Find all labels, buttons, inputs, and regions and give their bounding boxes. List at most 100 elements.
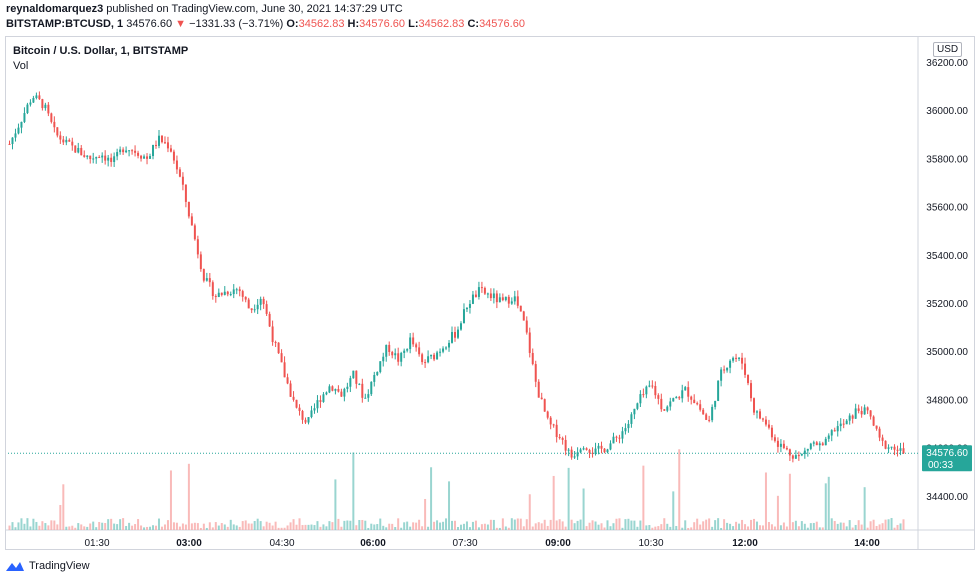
low-label: L:: [408, 18, 419, 30]
candle-body: [507, 296, 510, 304]
candle-body: [361, 383, 364, 398]
volume-bar: [193, 522, 196, 530]
volume-bar: [298, 518, 301, 530]
volume-bar: [436, 520, 439, 530]
volume-bar: [92, 521, 95, 530]
candle-body: [747, 374, 750, 384]
candle-body: [328, 386, 331, 393]
candle-body: [549, 417, 552, 425]
candle-body: [714, 400, 717, 407]
candle-body: [770, 427, 773, 438]
footer-brand[interactable]: TradingView: [5, 560, 90, 572]
candle-body: [107, 157, 110, 161]
volume-bar: [202, 523, 205, 530]
candle-body: [836, 426, 839, 432]
candle-body: [696, 403, 699, 405]
candle-body: [412, 337, 415, 345]
volume-bar: [465, 521, 468, 530]
candle-body: [292, 396, 295, 400]
candle-body: [681, 390, 684, 399]
candle-body: [764, 419, 767, 425]
volume-bar: [486, 524, 489, 530]
candle-body: [238, 289, 241, 292]
candle-body: [528, 332, 531, 353]
volume-bar: [690, 527, 693, 530]
y-tick-label: 35400.00: [926, 251, 968, 262]
candle-body: [732, 357, 735, 361]
ohlc-header: BITSTAMP:BTCUSD, 1 34576.60 ▼ −1331.33 (…: [6, 18, 525, 30]
candle-body: [35, 95, 38, 99]
open-label: O:: [286, 18, 299, 30]
candle-body: [591, 452, 594, 455]
volume-bar: [445, 518, 448, 530]
candle-body: [615, 436, 618, 438]
volume-bar: [397, 518, 400, 530]
volume-bar: [301, 525, 304, 530]
volume-bar: [343, 520, 346, 530]
candle-body: [741, 357, 744, 364]
candle-body: [436, 352, 439, 360]
candle-body: [301, 410, 304, 420]
volume-bar: [271, 525, 274, 530]
volume-bar: [205, 527, 208, 530]
symbol-label: BITSTAMP:BTCUSD, 1: [6, 18, 124, 30]
candle-body: [104, 155, 107, 161]
volume-bar: [597, 524, 600, 530]
volume-legend[interactable]: Vol: [13, 60, 29, 72]
candle-body: [262, 298, 265, 305]
candle-body: [854, 408, 857, 419]
candle-body: [594, 448, 597, 455]
volume-bar: [388, 523, 391, 530]
candle-body: [462, 309, 465, 324]
candle-body: [753, 398, 756, 413]
candle-body: [152, 144, 155, 157]
volume-bar: [220, 523, 223, 530]
volume-bar: [666, 523, 669, 530]
candle-body: [848, 415, 851, 421]
volume-bar: [800, 521, 803, 530]
candle-body: [579, 449, 582, 453]
volume-bar: [564, 526, 567, 530]
chart-panel[interactable]: [5, 36, 975, 550]
candle-body: [839, 423, 842, 427]
candle-body: [657, 395, 660, 399]
x-tick-label: 09:00: [545, 538, 571, 549]
volume-bar: [600, 523, 603, 530]
candle-body: [307, 417, 310, 423]
volume-bar: [504, 526, 507, 530]
volume-bar: [427, 526, 430, 530]
volume-bar: [152, 525, 155, 530]
series-legend[interactable]: Bitcoin / U.S. Dollar, 1, BITSTAMP: [13, 45, 189, 57]
price-tag[interactable]: [922, 445, 972, 472]
author-name[interactable]: reynaldomarquez3: [6, 3, 104, 15]
candle-body: [552, 424, 555, 426]
volume-bar: [337, 518, 340, 530]
candle-body: [842, 423, 845, 425]
candle-body: [603, 448, 606, 453]
candle-body: [690, 396, 693, 400]
candle-body: [235, 289, 238, 291]
volume-bar: [80, 524, 83, 530]
y-tick-label: 35000.00: [926, 347, 968, 358]
volume-bar: [143, 527, 146, 530]
volume-bar: [758, 525, 761, 530]
change-arrow-icon: ▼: [175, 18, 187, 30]
volume-bar: [211, 527, 214, 530]
candle-body: [761, 418, 764, 420]
candle-body: [184, 184, 187, 202]
volume-bar: [104, 523, 107, 530]
candle-body: [322, 394, 325, 402]
candle-body: [872, 416, 875, 426]
volume-bar: [717, 518, 720, 530]
volume-bar: [660, 524, 663, 530]
volume-bar: [68, 526, 71, 530]
volume-bar: [603, 527, 606, 530]
candle-body: [570, 449, 573, 458]
volume-bar: [226, 526, 229, 530]
currency-badge[interactable]: USD: [933, 42, 963, 57]
volume-bar: [415, 522, 418, 530]
volume-bar: [842, 522, 845, 530]
volume-bar: [779, 525, 782, 530]
candle-body: [232, 289, 235, 295]
